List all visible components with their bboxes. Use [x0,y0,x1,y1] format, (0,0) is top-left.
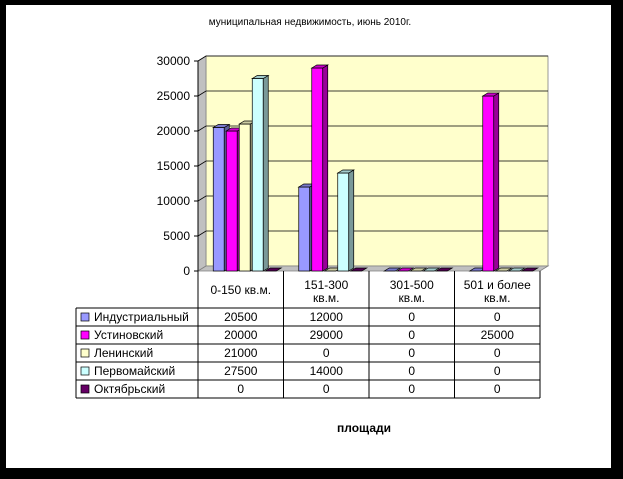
bar-top [310,64,330,69]
data-label: 0 [408,310,415,324]
gridline [197,230,548,237]
bar [250,74,270,272]
x-tick-label: 151-300 кв.м. [304,278,348,305]
x-tick-label: 301-500 кв.м. [390,278,434,305]
x-axis-label: площади [337,421,391,435]
bar-top [250,75,270,79]
bar [421,267,441,272]
bar [494,267,514,272]
bar-top [382,267,402,272]
data-table: 0-150 кв.м. 151-300 кв.м. 301-500 кв.м. 501 и… [75,271,541,399]
bar [408,267,428,272]
bar-top [349,267,369,272]
y-tick-label: 10000 [157,194,191,208]
legend-key [80,384,90,394]
bar-top [434,267,454,272]
data-label: 25000 [481,328,515,342]
legend-label: Индустриальный [94,310,189,324]
bar-top [494,267,514,272]
data-label: 0 [237,382,244,396]
data-label: 29000 [310,328,344,342]
bar-front [225,130,238,272]
bar [336,169,356,272]
y-tick-label: 30000 [157,54,191,68]
data-label: 0 [323,346,330,360]
y-tick-label: 15000 [157,159,191,173]
bar [395,267,415,272]
y-tick-label: 5000 [163,229,190,243]
bar [481,92,501,272]
bar-top [336,169,356,174]
bar [434,267,454,272]
bar-top [263,267,283,272]
legend-key [80,312,90,322]
legend-label: Ленинский [94,346,153,360]
chart-title: муниципальная недвижимость, июнь 2010г. [209,17,411,28]
data-label: 0 [408,328,415,342]
bar [520,267,540,272]
gridline [197,125,548,132]
bar-front [251,78,264,272]
y-tick-label: 20000 [157,124,191,138]
bar-top [211,124,231,128]
data-label: 27500 [224,364,258,378]
data-label: 0 [494,346,501,360]
legend-key [80,348,90,358]
plot-area: 0 5000 10000 15000 20000 25000 30000 [157,54,550,278]
x-tick-label: 501 и более кв.м. [464,278,531,305]
gridline [197,90,548,97]
bar-front [337,172,350,272]
legend-label: Устиновский [94,328,163,342]
bar-front [311,67,324,272]
bar [310,64,330,272]
data-label: 0 [408,382,415,396]
gridline [197,195,548,202]
legend-label: Октябрьский [94,382,165,396]
y-tick-label: 25000 [157,89,191,103]
legend-key [80,330,90,340]
y-tick-label: 0 [183,264,190,278]
data-label: 20500 [224,310,258,324]
bar-top [507,267,527,272]
data-label: 0 [408,346,415,360]
chart-svg: муниципальная недвижимость, июнь 2010г. … [75,17,550,435]
x-tick-label: 0-150 кв.м. [210,283,271,297]
bar-side [262,74,269,272]
gridline [197,160,548,167]
bar [263,267,283,272]
bar-front [298,186,311,272]
data-label: 0 [494,364,501,378]
data-label: 0 [323,382,330,396]
data-label: 12000 [310,310,344,324]
bar-top [395,267,415,272]
data-label: 0 [494,310,501,324]
bar-top [408,267,428,272]
gridline [197,55,548,62]
bar-side [348,169,355,272]
bar-side [322,64,329,272]
bar-front [482,95,495,272]
data-label: 0 [494,382,501,396]
data-label: 0 [408,364,415,378]
data-label: 21000 [224,346,258,360]
data-label: 20000 [224,328,258,342]
bar [507,267,527,272]
chart-area: муниципальная недвижимость, июнь 2010г. … [6,5,611,468]
bar-top [481,92,501,97]
bar [349,267,369,272]
bar [382,267,402,272]
data-label: 14000 [310,364,344,378]
bar-top [520,267,540,272]
bar-top [421,267,441,272]
legend-key [80,366,90,376]
legend-label: Первомайский [94,364,175,378]
bar-front [238,123,251,272]
bar-side [493,92,500,272]
bar-front [212,127,225,272]
